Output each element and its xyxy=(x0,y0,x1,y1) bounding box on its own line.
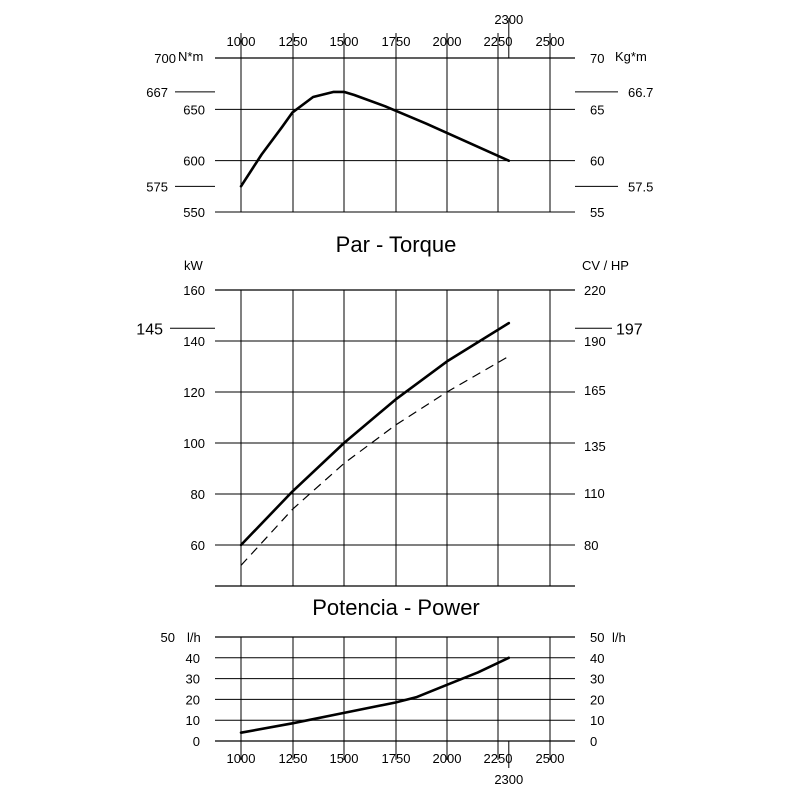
torque-x-tick-label: 2500 xyxy=(536,34,565,49)
consumption-x-tick-label: 1500 xyxy=(330,751,359,766)
power-title: Potencia - Power xyxy=(312,595,480,620)
torque-y-right-tick-label: 65 xyxy=(590,102,604,117)
consumption-y-left-tick-label: 40 xyxy=(186,651,200,666)
power-curve-dashed xyxy=(240,355,510,566)
consumption-x-tick-label: 1750 xyxy=(382,751,411,766)
power-y-left-marker-label: 145 xyxy=(136,321,163,338)
torque-x-tick-label: 1250 xyxy=(279,34,308,49)
consumption-x-tick-label: 1250 xyxy=(279,751,308,766)
consumption-y-right-unit: l/h xyxy=(612,630,626,645)
torque-x-tick-label: 1000 xyxy=(227,34,256,49)
power-y-right-tick-label: 110 xyxy=(584,486,605,501)
power-y-left-tick-label: 160 xyxy=(183,283,205,298)
consumption-x-tick-label: 2500 xyxy=(536,751,565,766)
power-y-left-tick-label: 60 xyxy=(191,538,205,553)
torque-x-extra-tick-label: 2300 xyxy=(494,12,523,27)
consumption-x-tick-label: 2250 xyxy=(484,751,513,766)
power-y-right-tick-label: 190 xyxy=(584,334,606,349)
power-curve xyxy=(239,321,511,547)
torque-x-tick-label: 1500 xyxy=(330,34,359,49)
torque-y-left-marker-label: 575 xyxy=(146,179,168,194)
torque-y-right-tick-label: 70 xyxy=(590,51,604,66)
consumption-curve xyxy=(239,656,511,735)
torque-y-left-tick-label: 550 xyxy=(183,205,205,220)
torque-x-tick-label: 2250 xyxy=(484,34,513,49)
torque-x-tick-label: 2000 xyxy=(433,34,462,49)
power-y-left-unit: kW xyxy=(184,258,204,273)
power-y-left-tick-label: 100 xyxy=(183,436,205,451)
torque-y-left-tick-label: 650 xyxy=(183,102,205,117)
consumption-y-left-unit: l/h xyxy=(187,630,201,645)
torque-y-right-unit: Kg*m xyxy=(615,49,647,64)
power-y-right-tick-label: 135 xyxy=(584,439,606,454)
torque-title: Par - Torque xyxy=(336,232,457,257)
torque-y-right-marker-label: 57.5 xyxy=(628,179,653,194)
consumption-y-left-tick-label: 10 xyxy=(186,713,200,728)
torque-x-tick-label: 1750 xyxy=(382,34,411,49)
consumption-y-right-tick-label: 20 xyxy=(590,692,604,707)
power-y-left-tick-label: 80 xyxy=(191,487,205,502)
consumption-y-right-tick-label: 50 xyxy=(590,630,604,645)
power-y-left-tick-label: 140 xyxy=(183,334,205,349)
consumption-x-extra-tick-label: 2300 xyxy=(494,772,523,787)
torque-y-left-marker2-label: 667 xyxy=(146,85,168,100)
power-y-right-marker-label: 197 xyxy=(616,321,643,338)
consumption-y-left-tick-label: 50 xyxy=(161,630,175,645)
torque-y-left-tick-label: 600 xyxy=(183,154,205,169)
torque-y-right-marker2-label: 66.7 xyxy=(628,85,653,100)
power-y-right-unit: CV / HP xyxy=(582,258,629,273)
torque-curve xyxy=(239,90,511,188)
consumption-y-right-tick-label: 0 xyxy=(590,734,597,749)
consumption-y-right-tick-label: 40 xyxy=(590,651,604,666)
power-y-right-tick-label: 165 xyxy=(584,383,606,398)
torque-y-right-tick-label: 60 xyxy=(590,154,604,169)
consumption-x-tick-label: 1000 xyxy=(227,751,256,766)
torque-y-left-unit: N*m xyxy=(178,49,203,64)
consumption-y-left-tick-label: 30 xyxy=(186,672,200,687)
consumption-x-tick-label: 2000 xyxy=(433,751,462,766)
consumption-y-left-tick-label: 20 xyxy=(186,692,200,707)
consumption-y-left-tick-label: 0 xyxy=(193,734,200,749)
torque-y-left-tick-label: 700 xyxy=(154,51,176,66)
power-y-right-tick-label: 80 xyxy=(584,538,598,553)
power-y-left-tick-label: 120 xyxy=(183,385,205,400)
consumption-y-right-tick-label: 10 xyxy=(590,713,604,728)
consumption-y-right-tick-label: 30 xyxy=(590,672,604,687)
torque-y-right-tick-label: 55 xyxy=(590,205,604,220)
power-y-right-tick-label: 220 xyxy=(584,283,606,298)
